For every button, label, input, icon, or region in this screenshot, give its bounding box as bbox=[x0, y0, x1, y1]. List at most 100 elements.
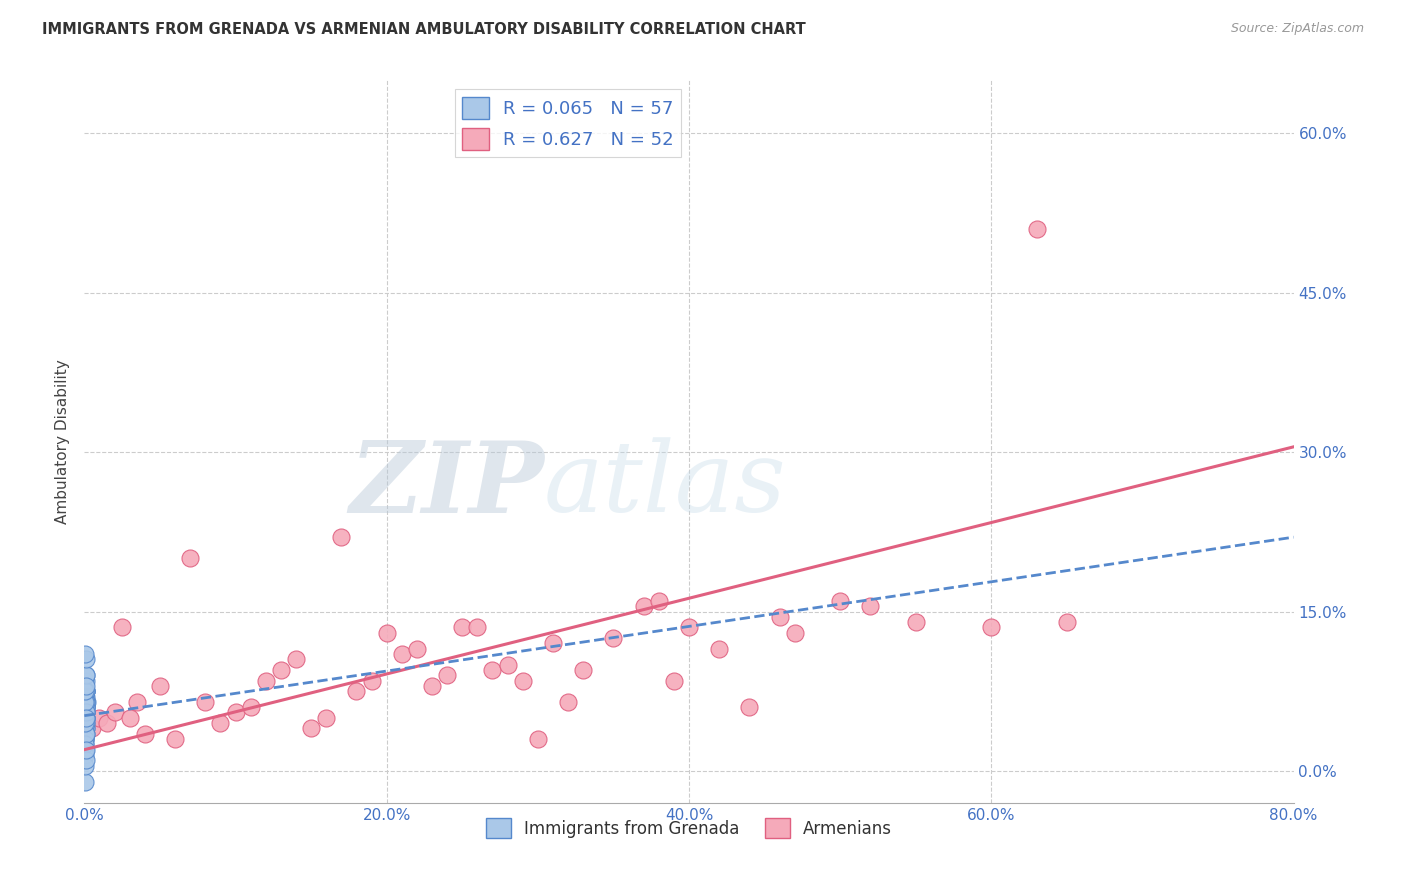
Point bbox=[209, 716, 232, 731]
Point bbox=[111, 620, 134, 634]
Point bbox=[602, 631, 624, 645]
Point bbox=[904, 615, 927, 630]
Point bbox=[75, 727, 97, 741]
Point bbox=[165, 732, 187, 747]
Point bbox=[89, 711, 111, 725]
Point bbox=[467, 620, 489, 634]
Point bbox=[436, 668, 458, 682]
Y-axis label: Ambulatory Disability: Ambulatory Disability bbox=[55, 359, 70, 524]
Point bbox=[75, 742, 97, 756]
Point bbox=[75, 722, 97, 736]
Point bbox=[512, 673, 534, 688]
Point bbox=[662, 673, 685, 688]
Point bbox=[149, 679, 172, 693]
Text: ZIP: ZIP bbox=[349, 437, 544, 533]
Point bbox=[709, 641, 731, 656]
Point bbox=[496, 657, 519, 672]
Point bbox=[360, 673, 382, 688]
Point bbox=[75, 706, 97, 720]
Text: IMMIGRANTS FROM GRENADA VS ARMENIAN AMBULATORY DISABILITY CORRELATION CHART: IMMIGRANTS FROM GRENADA VS ARMENIAN AMBU… bbox=[42, 22, 806, 37]
Point bbox=[75, 732, 97, 747]
Point bbox=[541, 636, 564, 650]
Point bbox=[75, 716, 97, 731]
Point bbox=[76, 668, 98, 682]
Point bbox=[75, 673, 97, 688]
Point bbox=[73, 695, 96, 709]
Point bbox=[980, 620, 1002, 634]
Text: Source: ZipAtlas.com: Source: ZipAtlas.com bbox=[1230, 22, 1364, 36]
Point bbox=[75, 652, 97, 666]
Point bbox=[270, 663, 292, 677]
Point bbox=[346, 684, 368, 698]
Point bbox=[254, 673, 277, 688]
Point bbox=[451, 620, 474, 634]
Point bbox=[75, 690, 97, 704]
Point bbox=[75, 727, 97, 741]
Point bbox=[75, 727, 97, 741]
Point bbox=[96, 716, 118, 731]
Point bbox=[75, 695, 97, 709]
Point bbox=[859, 599, 882, 614]
Point bbox=[75, 679, 97, 693]
Point bbox=[239, 700, 262, 714]
Point bbox=[75, 742, 97, 756]
Point bbox=[75, 706, 97, 720]
Point bbox=[104, 706, 127, 720]
Point bbox=[75, 716, 97, 731]
Point bbox=[75, 732, 97, 747]
Point bbox=[527, 732, 550, 747]
Point bbox=[557, 695, 579, 709]
Point bbox=[75, 695, 97, 709]
Point bbox=[73, 732, 96, 747]
Point bbox=[75, 700, 97, 714]
Point bbox=[194, 695, 217, 709]
Point bbox=[75, 684, 97, 698]
Point bbox=[75, 722, 97, 736]
Point bbox=[75, 716, 97, 731]
Point bbox=[783, 625, 806, 640]
Point bbox=[75, 753, 97, 767]
Point bbox=[75, 690, 97, 704]
Point bbox=[406, 641, 429, 656]
Point bbox=[75, 716, 97, 731]
Point bbox=[481, 663, 503, 677]
Point bbox=[299, 722, 322, 736]
Point bbox=[75, 684, 97, 698]
Text: atlas: atlas bbox=[544, 437, 786, 533]
Point bbox=[75, 700, 97, 714]
Point bbox=[285, 652, 308, 666]
Point bbox=[75, 722, 97, 736]
Point bbox=[80, 722, 103, 736]
Point bbox=[420, 679, 443, 693]
Point bbox=[769, 610, 792, 624]
Point bbox=[73, 742, 96, 756]
Point bbox=[75, 747, 97, 762]
Point bbox=[75, 700, 97, 714]
Point bbox=[738, 700, 761, 714]
Point bbox=[75, 706, 97, 720]
Point bbox=[75, 684, 97, 698]
Point bbox=[830, 594, 852, 608]
Point bbox=[572, 663, 595, 677]
Point bbox=[179, 551, 201, 566]
Point bbox=[1025, 222, 1047, 236]
Point bbox=[375, 625, 398, 640]
Point bbox=[1056, 615, 1078, 630]
Legend: Immigrants from Grenada, Armenians: Immigrants from Grenada, Armenians bbox=[479, 812, 898, 845]
Point bbox=[75, 716, 97, 731]
Point bbox=[75, 647, 97, 661]
Point bbox=[75, 706, 97, 720]
Point bbox=[118, 711, 141, 725]
Point bbox=[648, 594, 671, 608]
Point bbox=[75, 700, 97, 714]
Point bbox=[75, 737, 97, 751]
Point bbox=[75, 722, 97, 736]
Point bbox=[75, 684, 97, 698]
Point bbox=[75, 695, 97, 709]
Point bbox=[330, 530, 353, 544]
Point bbox=[75, 684, 97, 698]
Point bbox=[633, 599, 655, 614]
Point bbox=[315, 711, 337, 725]
Point bbox=[75, 668, 97, 682]
Point bbox=[76, 695, 98, 709]
